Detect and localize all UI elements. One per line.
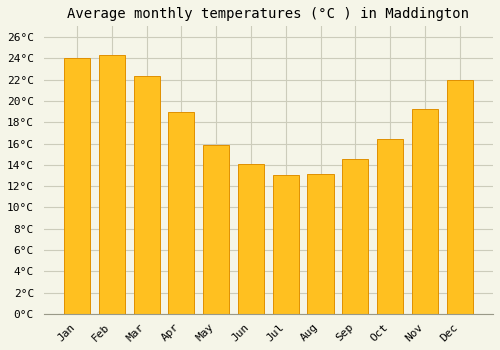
Bar (203, 145, 229, 314)
Bar (99, 55, 125, 314)
Bar (412, 110, 438, 314)
Bar (238, 164, 264, 314)
Bar (64, 58, 90, 314)
Bar (134, 76, 160, 314)
Bar (377, 139, 403, 314)
Bar (446, 79, 472, 314)
Title: Average monthly temperatures (°C ) in Maddington: Average monthly temperatures (°C ) in Ma… (68, 7, 469, 21)
Bar (308, 174, 334, 314)
Bar (342, 160, 368, 314)
Bar (272, 175, 299, 314)
Bar (168, 112, 194, 314)
